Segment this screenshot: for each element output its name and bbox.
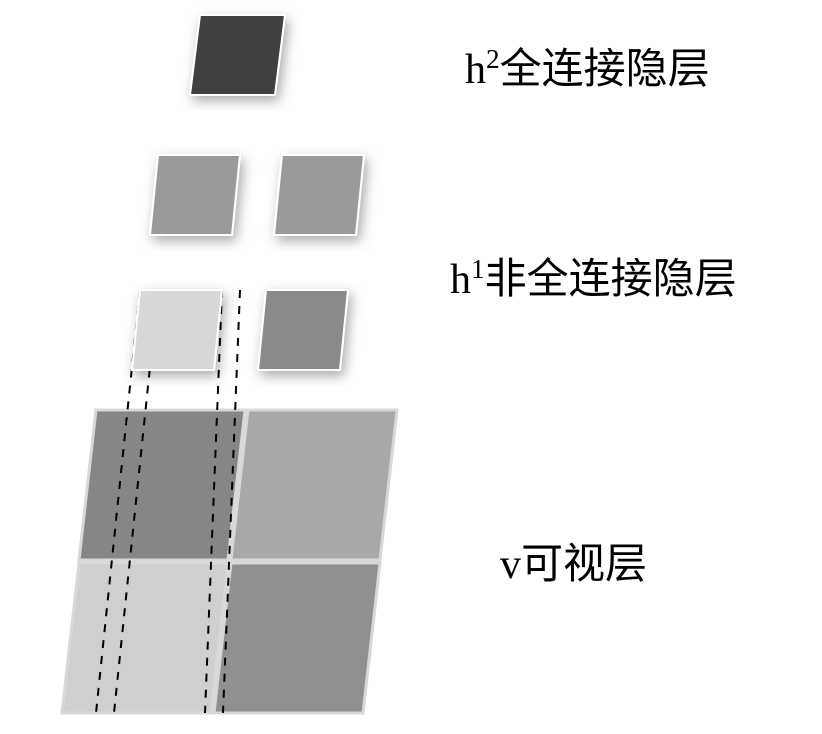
h1-lower-left-tile [132, 290, 222, 370]
h1-upper-left-tile [150, 155, 240, 235]
label-h1: h1非全连接隐层 [450, 245, 737, 306]
diagram-svg [0, 0, 460, 734]
label-h1-text: 非全连接隐层 [485, 257, 737, 303]
label-h1-sup: 1 [471, 254, 485, 284]
label-v: v可视层 [500, 530, 647, 591]
label-h2-text: 全连接隐层 [500, 47, 710, 93]
visible-layer-top-left [79, 410, 245, 560]
label-h2-prefix: h [465, 47, 486, 93]
h2-top-tile [190, 15, 285, 95]
label-h2: h2全连接隐层 [465, 35, 710, 96]
h1-upper-right-tile [274, 155, 364, 235]
labels-area: h2全连接隐层 h 1非全连接隐层 v可视层 [460, 0, 820, 734]
label-h2-sup: 2 [486, 44, 500, 74]
label-h1-prefix: h [450, 257, 471, 303]
visible-layer-bottom-right [214, 563, 380, 713]
h1-lower-right-tile [258, 290, 348, 370]
diagram-area [0, 0, 460, 734]
label-v-text: 可视层 [521, 542, 647, 588]
label-v-prefix: v [500, 542, 521, 588]
visible-layer-top-right [231, 410, 397, 560]
visible-layer-bottom-left [62, 563, 228, 713]
